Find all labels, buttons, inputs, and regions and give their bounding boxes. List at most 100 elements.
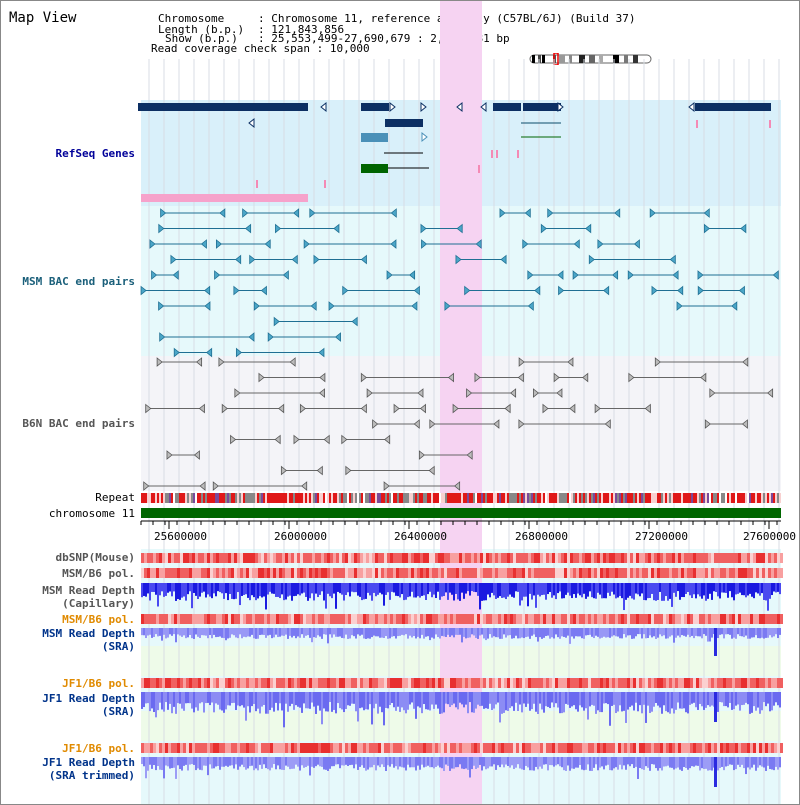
- heat-cell: [309, 743, 312, 753]
- depth-bar: [499, 583, 501, 597]
- depth-bar: [341, 757, 343, 766]
- label-repeat[interactable]: Repeat: [95, 491, 135, 504]
- bac-end: [199, 481, 206, 491]
- heat-cell: [309, 678, 312, 688]
- repeat-cell: [505, 493, 507, 503]
- depth-bar: [183, 757, 185, 766]
- label-msm-b6-pol-2[interactable]: MSM/B6 pol.: [62, 613, 135, 626]
- depth-bar: [465, 628, 467, 639]
- refseq-genes-track[interactable]: [138, 101, 771, 202]
- depth-bar: [777, 692, 779, 706]
- repeat-cell: [389, 493, 391, 503]
- gene-tick: [491, 150, 493, 158]
- repeat-cell: [619, 493, 621, 503]
- depth-bar: [469, 692, 471, 703]
- heat-cell: [615, 568, 618, 578]
- depth-bar: [433, 757, 435, 769]
- heat-cell: [327, 614, 330, 624]
- depth-bar: [767, 583, 769, 611]
- repeat-cell: [477, 493, 479, 503]
- repeat-cell: [393, 493, 395, 503]
- depth-bar: [711, 692, 713, 706]
- repeat-cell: [217, 493, 219, 503]
- gene-arrow: [480, 101, 487, 113]
- gene-block: [493, 103, 521, 111]
- bac-end: [518, 419, 525, 429]
- depth-bar: [423, 692, 425, 705]
- repeat-cell: [457, 493, 459, 503]
- label-msm-bac[interactable]: MSM BAC end pairs: [22, 275, 135, 288]
- repeat-cell: [195, 493, 197, 503]
- read-depth-tracks[interactable]: [141, 583, 781, 787]
- depth-bar: [755, 692, 757, 711]
- depth-bar: [429, 692, 431, 711]
- bac-end: [572, 270, 579, 280]
- depth-bar: [689, 583, 691, 596]
- heat-cell: [363, 678, 366, 688]
- depth-bar: [279, 757, 281, 770]
- depth-bar: [599, 692, 601, 713]
- heat-cell: [576, 743, 579, 753]
- depth-bar: [439, 583, 441, 600]
- heat-cell: [603, 614, 606, 624]
- depth-bar: [445, 583, 447, 593]
- depth-bar: [497, 628, 499, 638]
- heat-cell: [516, 678, 519, 688]
- label-msm-depth-sra[interactable]: MSM Read Depth (SRA): [42, 627, 135, 653]
- depth-bar: [537, 583, 539, 595]
- repeat-track[interactable]: [141, 493, 781, 503]
- repeat-cell: [407, 493, 409, 503]
- repeat-cell: [673, 493, 675, 503]
- label-jf1-depth-sra[interactable]: JF1 Read Depth (SRA): [42, 692, 135, 718]
- heat-cell: [255, 614, 258, 624]
- heat-cell: [204, 614, 207, 624]
- heat-cell: [201, 568, 204, 578]
- heat-cell: [423, 614, 426, 624]
- label-jf1-b6-pol-2[interactable]: JF1/B6 pol.: [62, 742, 135, 755]
- heat-cell: [339, 743, 342, 753]
- b6n-bac-track[interactable]: [143, 357, 774, 491]
- label-b6n-bac[interactable]: B6N BAC end pairs: [22, 417, 135, 430]
- label-msm-b6-pol[interactable]: MSM/B6 pol.: [62, 567, 135, 580]
- repeat-cell: [549, 493, 551, 503]
- bac-end: [253, 301, 260, 311]
- label-jf1-b6-pol[interactable]: JF1/B6 pol.: [62, 677, 135, 690]
- label-refseq-genes[interactable]: RefSeq Genes: [55, 147, 135, 160]
- heat-cell: [690, 743, 693, 753]
- heat-cell: [462, 743, 465, 753]
- msm-bac-track[interactable]: [140, 208, 779, 358]
- heat-cell: [759, 743, 762, 753]
- heat-cell: [573, 614, 576, 624]
- depth-bar: [493, 628, 495, 637]
- repeat-cell: [299, 493, 301, 503]
- label-jf1-depth-trimmed[interactable]: JF1 Read Depth (SRA trimmed): [42, 756, 135, 782]
- depth-bar: [275, 692, 277, 703]
- depth-bar: [413, 583, 415, 598]
- heat-cell: [555, 743, 558, 753]
- heatmap-tracks[interactable]: [141, 553, 783, 753]
- heat-cell: [195, 743, 198, 753]
- depth-bar: [199, 757, 201, 770]
- repeat-cell: [237, 493, 239, 503]
- label-dbsnp[interactable]: dbSNP(Mouse): [55, 551, 135, 564]
- heat-cell: [159, 553, 162, 563]
- depth-bar: [645, 628, 647, 639]
- depth-bar: [181, 583, 183, 598]
- depth-bar: [145, 583, 147, 597]
- heat-cell: [606, 568, 609, 578]
- depth-bar: [775, 757, 777, 767]
- depth-bar: [693, 583, 695, 595]
- depth-bar: [419, 583, 421, 598]
- repeat-cell: [261, 493, 263, 503]
- label-msm-depth-capillary[interactable]: MSM Read Depth (Capillary): [42, 584, 135, 610]
- depth-bar: [401, 628, 403, 635]
- heat-cell: [411, 614, 414, 624]
- repeat-cell: [157, 493, 159, 503]
- depth-bar: [467, 692, 469, 714]
- repeat-cell: [201, 493, 203, 503]
- depth-bar: [771, 692, 773, 711]
- depth-bar: [719, 757, 721, 769]
- heat-cell: [222, 614, 225, 624]
- depth-bar: [361, 583, 363, 601]
